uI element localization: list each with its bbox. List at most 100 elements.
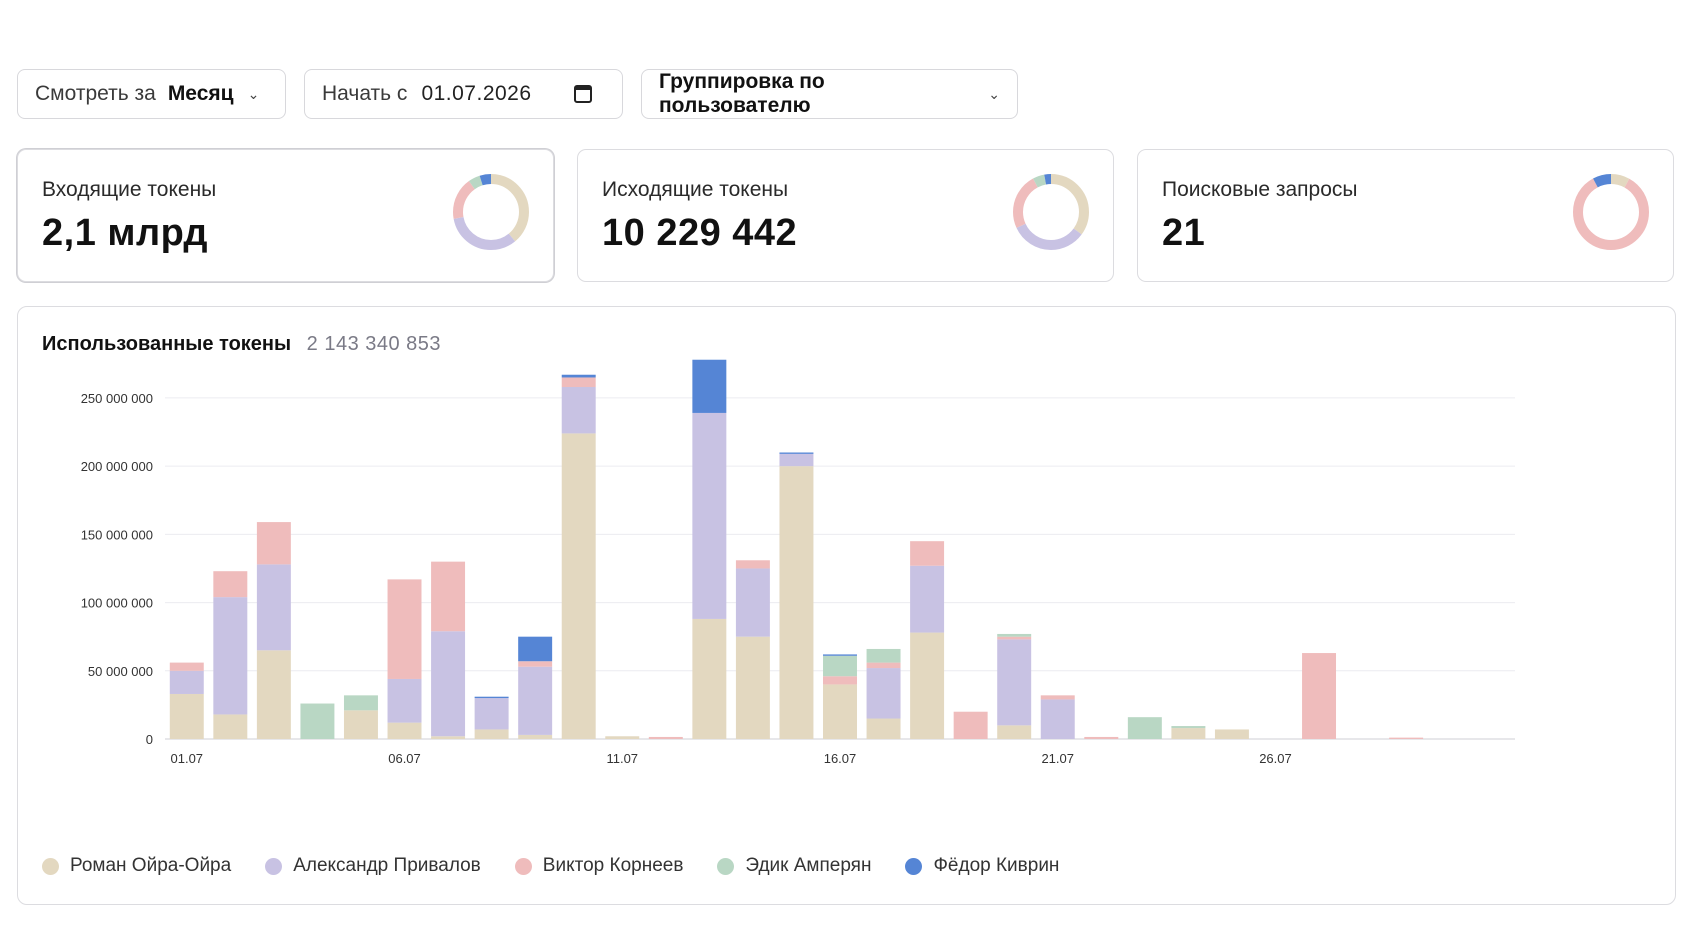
x-tick-label: 06.07 <box>388 751 421 766</box>
legend-label: Александр Привалов <box>293 855 481 876</box>
bar-segment-roman[interactable] <box>474 729 509 739</box>
legend-item-fedor[interactable]: Фёдор Киврин <box>905 855 1059 877</box>
y-tick-label: 0 <box>146 732 153 747</box>
x-tick-label: 26.07 <box>1259 751 1292 766</box>
bar-segment-alexandr[interactable] <box>735 568 770 637</box>
legend-item-edik[interactable]: Эдик Амперян <box>717 855 871 877</box>
y-tick-label: 250 000 000 <box>81 391 153 406</box>
bar-segment-roman[interactable] <box>387 722 422 739</box>
bar-segment-viktor[interactable] <box>518 661 553 667</box>
donut-segment-alexandr <box>453 174 529 250</box>
legend-dot-icon <box>42 857 59 875</box>
bar-segment-roman[interactable] <box>997 725 1032 739</box>
bar-segment-roman[interactable] <box>866 718 901 739</box>
bar-segment-roman[interactable] <box>1214 729 1249 739</box>
bar-segment-alexandr[interactable] <box>387 678 422 723</box>
bar-segment-fedor[interactable] <box>823 654 857 656</box>
bar-segment-roman[interactable] <box>561 433 596 739</box>
calendar-icon[interactable] <box>573 85 592 103</box>
donut-segment-viktor <box>1573 174 1649 250</box>
bar-segment-viktor[interactable] <box>1084 736 1119 739</box>
donut-chart <box>453 174 529 250</box>
bar-segment-viktor[interactable] <box>431 561 466 632</box>
bar-segment-alexandr[interactable] <box>474 698 509 730</box>
bar-segment-alexandr[interactable] <box>997 639 1032 726</box>
bar-segment-roman[interactable] <box>735 636 770 739</box>
bar-segment-roman[interactable] <box>910 632 945 739</box>
bar-segment-viktor[interactable] <box>213 571 248 598</box>
input-tokens-card[interactable]: Входящие токены 2,1 млрд <box>17 149 554 282</box>
period-select[interactable]: Смотреть за Месяц ⌄ <box>17 69 286 119</box>
legend-item-viktor[interactable]: Виктор Корнеев <box>514 855 683 877</box>
bar-segment-roman[interactable] <box>1171 728 1206 739</box>
output-tokens-card[interactable]: Исходящие токены 10 229 442 <box>577 149 1114 282</box>
x-tick-label: 01.07 <box>171 751 204 766</box>
bar-segment-fedor[interactable] <box>692 359 727 413</box>
legend-dot-icon <box>717 857 735 875</box>
bar-segment-roman[interactable] <box>256 650 291 739</box>
donut-segment-alexandr <box>1013 174 1089 250</box>
stacked-bar-chart: 0 50 000 000 100 000 000 150 000 000 200 000… <box>81 359 1515 766</box>
legend-item-roman[interactable]: Роман Ойра-Ойра <box>42 855 231 877</box>
bar-segment-alexandr[interactable] <box>779 453 814 467</box>
bar-segment-viktor[interactable] <box>256 522 291 565</box>
bar-segment-roman[interactable] <box>169 693 204 739</box>
bar-segment-viktor[interactable] <box>1389 737 1424 739</box>
bar-segment-fedor[interactable] <box>474 696 509 699</box>
bar-segment-roman[interactable] <box>779 466 814 739</box>
bar-segment-viktor[interactable] <box>735 560 770 569</box>
bar-segment-alexandr[interactable] <box>256 564 291 651</box>
bar-segment-roman[interactable] <box>213 714 248 739</box>
legend-dot-icon <box>905 857 923 875</box>
bar-segment-edik[interactable] <box>866 648 901 663</box>
bar-segment-viktor[interactable] <box>169 662 204 671</box>
legend-dot-icon <box>514 857 532 875</box>
bar-segment-edik[interactable] <box>1127 717 1162 739</box>
bar-segment-alexandr[interactable] <box>169 670 204 694</box>
search-queries-card[interactable]: Поисковые запросы 21 <box>1137 149 1674 282</box>
start-date-input[interactable]: Начать с 01.07.2026 <box>304 69 623 119</box>
bar-segment-alexandr[interactable] <box>692 412 727 619</box>
card-value: 10 229 442 <box>602 212 798 254</box>
bar-segment-viktor[interactable] <box>1040 695 1075 700</box>
bar-segment-viktor[interactable] <box>387 579 422 679</box>
bar-segment-alexandr[interactable] <box>1040 699 1075 739</box>
bar-segment-alexandr[interactable] <box>213 597 248 715</box>
bar-segment-roman[interactable] <box>823 684 857 739</box>
bar-segment-alexandr[interactable] <box>431 631 466 737</box>
bar-segment-viktor[interactable] <box>910 541 945 566</box>
bar-segment-edik[interactable] <box>997 633 1032 637</box>
chevron-down-icon: ⌄ <box>247 85 260 102</box>
period-value: Месяц <box>167 82 234 105</box>
bar-segment-edik[interactable] <box>823 655 857 677</box>
donut-segment-viktor <box>1013 174 1089 250</box>
donut-segment-fedor <box>453 174 529 250</box>
bar-segment-fedor[interactable] <box>518 636 553 662</box>
bar-segment-alexandr[interactable] <box>561 387 596 434</box>
bar-segment-viktor[interactable] <box>997 636 1032 640</box>
legend-item-alexandr[interactable]: Александр Привалов <box>265 855 481 877</box>
bar-segment-alexandr[interactable] <box>518 666 553 735</box>
bar-segment-edik[interactable] <box>1171 726 1206 729</box>
bar-segment-roman[interactable] <box>605 736 640 739</box>
bar-segment-viktor[interactable] <box>561 377 596 388</box>
bar-segment-edik[interactable] <box>300 703 335 739</box>
bar-segment-fedor[interactable] <box>561 374 596 378</box>
bar-segment-viktor[interactable] <box>823 676 857 685</box>
bar-segment-viktor[interactable] <box>866 662 901 669</box>
bar-segment-roman[interactable] <box>692 618 727 739</box>
bar-segment-alexandr[interactable] <box>866 668 901 719</box>
bar-segment-alexandr[interactable] <box>910 565 945 633</box>
x-tick-label: 16.07 <box>824 751 857 766</box>
bar-segment-viktor[interactable] <box>648 736 683 739</box>
bar-segment-roman[interactable] <box>431 736 466 739</box>
bar-segment-roman[interactable] <box>518 734 553 739</box>
grouping-select[interactable]: Группировка по пользователю ⌄ <box>641 69 1018 119</box>
bar-segment-roman[interactable] <box>343 710 378 739</box>
bar-segment-viktor[interactable] <box>1302 653 1337 739</box>
bar-segment-viktor[interactable] <box>953 711 988 739</box>
card-title: Поисковые запросы <box>1162 178 1358 201</box>
bar-segment-edik[interactable] <box>343 695 378 711</box>
bar-segment-fedor[interactable] <box>779 452 814 454</box>
start-prefix: Начать с <box>322 82 408 105</box>
